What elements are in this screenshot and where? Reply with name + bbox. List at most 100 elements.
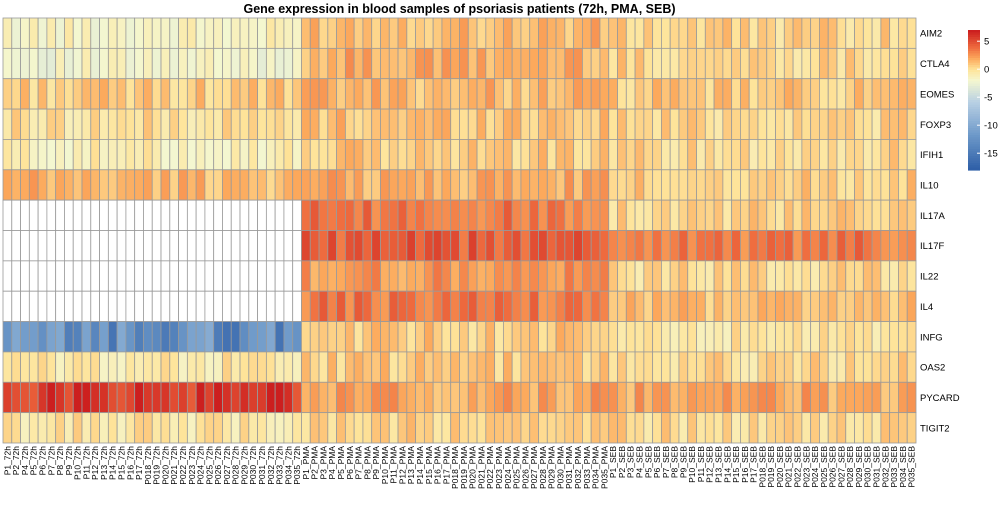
heatmap-cell <box>204 260 215 292</box>
heatmap-cell <box>380 139 390 171</box>
heatmap-cell <box>353 108 364 140</box>
column-label: P031_PMA <box>564 446 574 489</box>
column-label: P11_PMA <box>389 446 399 484</box>
heatmap-cell <box>64 17 74 49</box>
heatmap-cell <box>731 230 741 262</box>
heatmap-cell <box>889 412 899 444</box>
heatmap-cell <box>459 290 469 322</box>
heatmap-cell <box>898 169 908 201</box>
heatmap-cell <box>467 17 478 49</box>
legend-swatch <box>968 102 980 106</box>
heatmap-cell <box>380 412 390 444</box>
heatmap-cell <box>748 169 759 201</box>
heatmap-cell <box>555 290 566 322</box>
heatmap-cell <box>792 17 803 49</box>
column-label: P018_72h <box>143 446 153 485</box>
heatmap-cell <box>432 260 443 292</box>
heatmap-cell <box>46 108 57 140</box>
heatmap-cell <box>827 260 838 292</box>
heatmap-cell <box>371 260 381 292</box>
column-label: P032_PMA <box>573 446 583 489</box>
heatmap-cell <box>309 78 320 110</box>
heatmap-cell <box>625 381 636 414</box>
heatmap-cell <box>432 78 443 110</box>
heatmap-cell <box>652 169 662 201</box>
heatmap-cell <box>722 351 733 383</box>
heatmap-cell <box>678 47 689 80</box>
heatmap-cell <box>388 351 399 383</box>
heatmap-cell <box>11 169 21 201</box>
heatmap-cell <box>450 139 460 171</box>
heatmap-cell <box>459 381 469 414</box>
heatmap-cell <box>740 108 750 140</box>
heatmap-cell <box>661 381 671 414</box>
heatmap-cell <box>415 412 425 444</box>
heatmap-cell <box>292 230 302 262</box>
heatmap-cell <box>336 78 346 110</box>
heatmap-cell <box>248 351 258 383</box>
heatmap-cell <box>889 139 899 171</box>
heatmap-cell <box>37 230 48 262</box>
heatmap-cell <box>81 290 92 322</box>
row-label: INFG <box>920 332 943 343</box>
heatmap-cell <box>248 47 258 80</box>
heatmap-cell <box>827 351 838 383</box>
heatmap-cell <box>599 199 610 231</box>
heatmap-cell <box>143 260 153 292</box>
heatmap-cell <box>845 381 855 414</box>
heatmap-cell <box>801 108 812 140</box>
heatmap-cell <box>704 260 715 292</box>
heatmap-cell <box>134 78 144 110</box>
heatmap-cell <box>90 78 100 110</box>
heatmap-cell <box>283 412 294 444</box>
heatmap-cell <box>740 260 750 292</box>
heatmap-cell <box>309 169 320 201</box>
column-label: P023_72h <box>187 446 197 485</box>
heatmap-cell <box>625 290 636 322</box>
heatmap-cell <box>46 260 57 292</box>
heatmap-cell <box>415 78 425 110</box>
heatmap-cell <box>274 230 285 262</box>
heatmap-cell <box>502 412 513 444</box>
heatmap-cell <box>810 290 820 322</box>
heatmap-cell <box>766 78 776 110</box>
heatmap-cell <box>783 290 794 322</box>
heatmap-cell <box>11 108 21 140</box>
heatmap-cell <box>213 47 223 80</box>
heatmap-cell <box>731 17 741 49</box>
heatmap-cell <box>845 169 855 201</box>
heatmap-cell <box>186 139 197 171</box>
heatmap-cell <box>309 381 320 414</box>
heatmap-cell <box>643 260 654 292</box>
heatmap-cell <box>397 321 408 353</box>
heatmap-cell <box>810 47 820 80</box>
heatmap-cell <box>669 412 680 444</box>
heatmap-cell <box>169 169 179 201</box>
heatmap-cell <box>819 321 829 353</box>
legend-swatch <box>968 67 980 71</box>
heatmap-cell <box>617 381 627 414</box>
heatmap-cell <box>222 381 232 414</box>
heatmap-cell <box>555 139 566 171</box>
heatmap-cell <box>617 412 627 444</box>
heatmap-cell <box>906 169 917 201</box>
heatmap-cell <box>195 199 206 231</box>
heatmap-cell <box>239 17 250 49</box>
heatmap-cell <box>99 290 109 322</box>
heatmap-cell <box>28 290 39 322</box>
heatmap-cell <box>467 169 478 201</box>
heatmap-cell <box>186 290 197 322</box>
heatmap-cell <box>529 321 539 353</box>
heatmap-cell <box>608 78 618 110</box>
heatmap-cell <box>248 78 258 110</box>
heatmap-cell <box>625 139 636 171</box>
heatmap-cell <box>608 199 618 231</box>
heatmap-cell <box>669 108 680 140</box>
heatmap-cell <box>810 169 820 201</box>
heatmap-cell <box>704 17 715 49</box>
heatmap-cell <box>99 260 109 292</box>
heatmap-cell <box>590 412 601 444</box>
column-label: P17_SEB <box>749 446 759 483</box>
heatmap-cell <box>906 199 917 231</box>
legend-swatch <box>968 46 980 50</box>
